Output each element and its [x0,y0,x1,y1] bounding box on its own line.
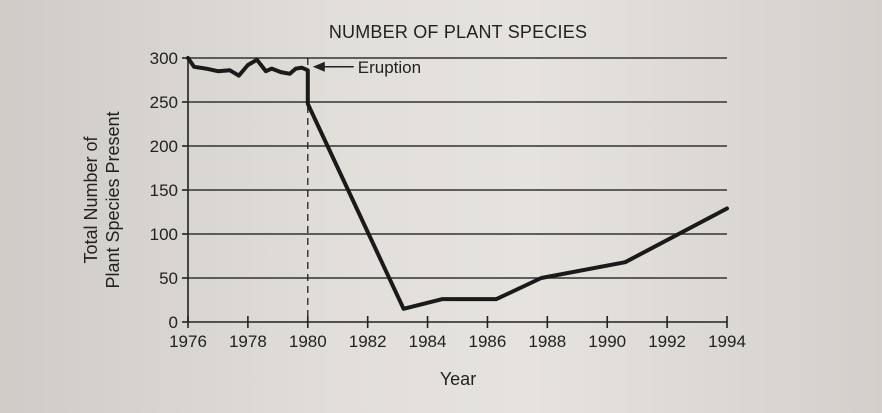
eruption-arrow-head [312,61,325,72]
y-tick-label: 150 [150,181,178,200]
y-axis-title-line-1: Total Number of [81,135,101,263]
x-tick-label: 1980 [289,332,327,351]
axis-layer: 0 50 100 150 200 250 300 1976 1978 1980 1982 1984 19… [150,49,746,351]
y-tick-label: 50 [159,269,178,288]
x-tick-label: 1994 [708,332,746,351]
x-tick-label: 1988 [528,332,566,351]
x-tick-label: 1982 [349,332,387,351]
y-tick-label: 250 [150,93,178,112]
x-tick-label: 1984 [409,332,447,351]
x-tick-label: 1992 [648,332,686,351]
species-count-line [186,56,729,311]
grid-layer [188,57,727,279]
y-tick-label: 200 [150,137,178,156]
x-tick-label: 1978 [229,332,267,351]
annotation-layer: Eruption [312,58,421,77]
y-tick-label: 100 [150,225,178,244]
y-axis-title-line-2: Plant Species Present [103,111,123,288]
x-tick-label: 1986 [469,332,507,351]
y-axis-title: Total Number of Plant Species Present [81,111,123,288]
eruption-annotation-label: Eruption [358,58,421,77]
x-axis-title: Year [440,369,476,389]
x-tick-label: 1990 [588,332,626,351]
y-tick-label: 0 [169,313,178,332]
data-layer [186,56,729,322]
chart-title: NUMBER OF PLANT SPECIES [329,22,587,42]
y-tick-label: 300 [150,49,178,68]
x-tick-label: 1976 [169,332,207,351]
